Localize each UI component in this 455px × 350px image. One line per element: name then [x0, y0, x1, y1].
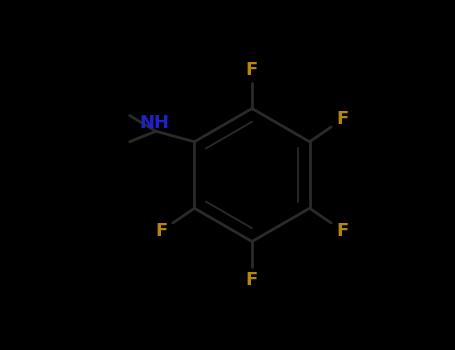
Text: F: F [155, 222, 167, 240]
Text: F: F [246, 61, 258, 79]
Text: F: F [337, 222, 349, 240]
Text: NH: NH [139, 113, 169, 132]
Text: F: F [246, 271, 258, 289]
Text: F: F [337, 110, 349, 128]
